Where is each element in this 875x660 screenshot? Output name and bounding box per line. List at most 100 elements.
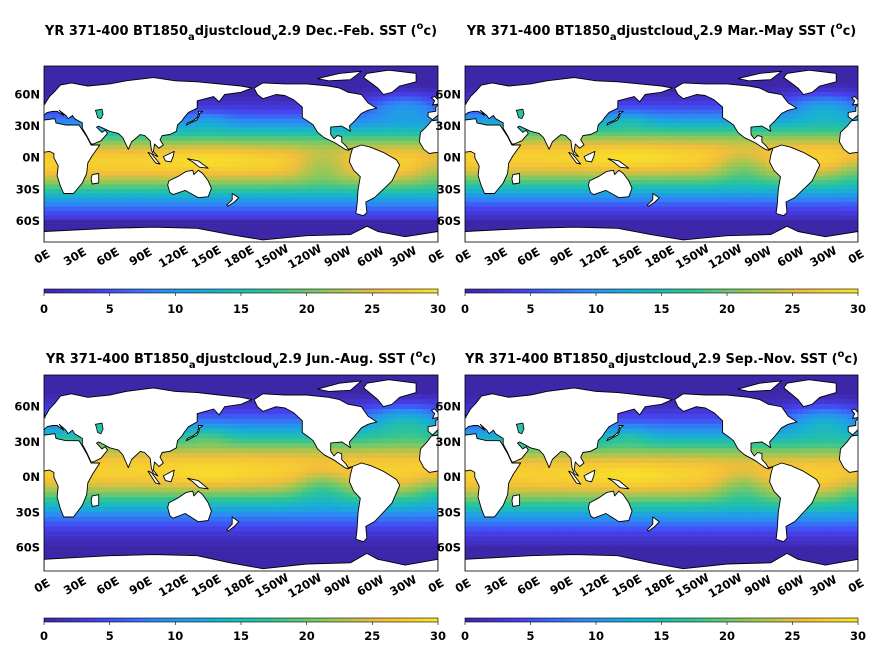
colorbar-tick-label: 10	[167, 629, 183, 643]
lon-label: 120W	[706, 570, 745, 601]
colorbar-tick-label: 15	[233, 629, 249, 643]
lon-label: 90E	[547, 244, 575, 268]
lon-label: 60E	[515, 244, 543, 268]
lon-label: 0E	[426, 575, 447, 595]
colorbar-tick-label: 20	[299, 302, 315, 316]
panel-title: YR 371-400 BT1850adjustcloudv2.9 Jun.-Au…	[45, 349, 436, 371]
colorbar-tick-label: 25	[784, 302, 800, 316]
panel-title: YR 371-400 BT1850adjustcloudv2.9 Mar.-Ma…	[466, 21, 857, 43]
lat-label: 60N	[14, 400, 40, 414]
panel-title: YR 371-400 BT1850adjustcloudv2.9 Dec.-Fe…	[44, 21, 437, 43]
lon-label: 60W	[775, 243, 807, 270]
lon-label: 150E	[189, 571, 224, 599]
colorbar-tick-label: 10	[588, 629, 604, 643]
lon-label: 30E	[482, 244, 510, 268]
lon-label: 120E	[577, 242, 612, 270]
lat-label: 30S	[437, 182, 461, 196]
lon-label: 60E	[515, 573, 543, 597]
lon-label: 0E	[453, 246, 474, 266]
lon-label: 90W	[322, 572, 354, 599]
lon-label: 90W	[742, 243, 774, 270]
lon-label: 90E	[547, 573, 575, 597]
lon-label: 150W	[673, 570, 712, 601]
lon-label: 90E	[127, 244, 155, 268]
lon-label: 150W	[252, 241, 291, 272]
lon-label: 60W	[354, 243, 386, 270]
colorbar	[44, 618, 438, 622]
colorbar	[465, 289, 858, 293]
lat-label: 60S	[16, 541, 40, 555]
colorbar-tick-label: 20	[299, 629, 315, 643]
lat-label: 60S	[437, 214, 461, 228]
lat-label: 0N	[22, 151, 40, 165]
lon-label: 0E	[32, 246, 53, 266]
lat-label: 30S	[16, 182, 40, 196]
colorbar-tick-label: 25	[364, 629, 380, 643]
lat-label: 60N	[435, 88, 461, 102]
colorbar-tick-label: 20	[719, 302, 735, 316]
lon-label: 150E	[609, 242, 644, 270]
lon-label: 90W	[742, 572, 774, 599]
lon-label: 120W	[706, 241, 745, 272]
colorbar-tick-label: 30	[850, 629, 866, 643]
lon-label: 30E	[61, 244, 89, 268]
colorbar-tick-label: 0	[40, 302, 48, 316]
lat-label: 60S	[437, 541, 461, 555]
lon-label: 150E	[189, 242, 224, 270]
colorbar-tick-label: 30	[430, 302, 446, 316]
lat-label: 30N	[435, 119, 461, 133]
colorbar-tick-label: 10	[167, 302, 183, 316]
lon-label: 60W	[775, 572, 807, 599]
colorbar-tick-label: 0	[461, 302, 469, 316]
panel-title: YR 371-400 BT1850adjustcloudv2.9 Sep.-No…	[464, 349, 858, 371]
lon-label: 120E	[156, 242, 191, 270]
lon-label: 180E	[642, 242, 677, 270]
colorbar-tick-label: 30	[430, 629, 446, 643]
lon-label: 30E	[61, 573, 89, 597]
colorbar-tick-label: 15	[653, 629, 669, 643]
lon-label: 0E	[426, 246, 447, 266]
lon-label: 180E	[222, 571, 257, 599]
lon-label: 0E	[846, 246, 867, 266]
lon-label: 30W	[807, 243, 839, 270]
colorbar-tick-label: 0	[40, 629, 48, 643]
lat-label: 30S	[437, 505, 461, 519]
lat-label: 30N	[14, 119, 40, 133]
colorbar-tick-label: 5	[526, 302, 534, 316]
lon-label: 30W	[387, 243, 419, 270]
landmass-madagascar	[512, 495, 520, 507]
colorbar-tick-label: 0	[461, 629, 469, 643]
colorbar-tick-label: 15	[233, 302, 249, 316]
lon-label: 120W	[285, 570, 324, 601]
lon-label: 60E	[94, 573, 122, 597]
lat-label: 0N	[443, 470, 461, 484]
lon-label: 0E	[453, 575, 474, 595]
lon-label: 90E	[127, 573, 155, 597]
lon-label: 30W	[387, 572, 419, 599]
lon-label: 150W	[673, 241, 712, 272]
lon-label: 150E	[609, 571, 644, 599]
colorbar-tick-label: 5	[106, 629, 114, 643]
lat-label: 60N	[14, 88, 40, 102]
colorbar-tick-label: 25	[364, 302, 380, 316]
landmass-madagascar	[91, 495, 99, 507]
colorbar	[465, 618, 858, 622]
landmass-madagascar	[91, 174, 99, 185]
colorbar-tick-label: 5	[106, 302, 114, 316]
lon-label: 60W	[354, 572, 386, 599]
lon-label: 120E	[577, 571, 612, 599]
lon-label: 90W	[322, 243, 354, 270]
colorbar-tick-label: 15	[653, 302, 669, 316]
lon-label: 120E	[156, 571, 191, 599]
lon-label: 30E	[482, 573, 510, 597]
lon-label: 0E	[32, 575, 53, 595]
colorbar	[44, 289, 438, 293]
lon-label: 180E	[642, 571, 677, 599]
lon-label: 0E	[846, 575, 867, 595]
colorbar-tick-label: 5	[526, 629, 534, 643]
colorbar-tick-label: 25	[784, 629, 800, 643]
landmass-madagascar	[512, 174, 520, 185]
